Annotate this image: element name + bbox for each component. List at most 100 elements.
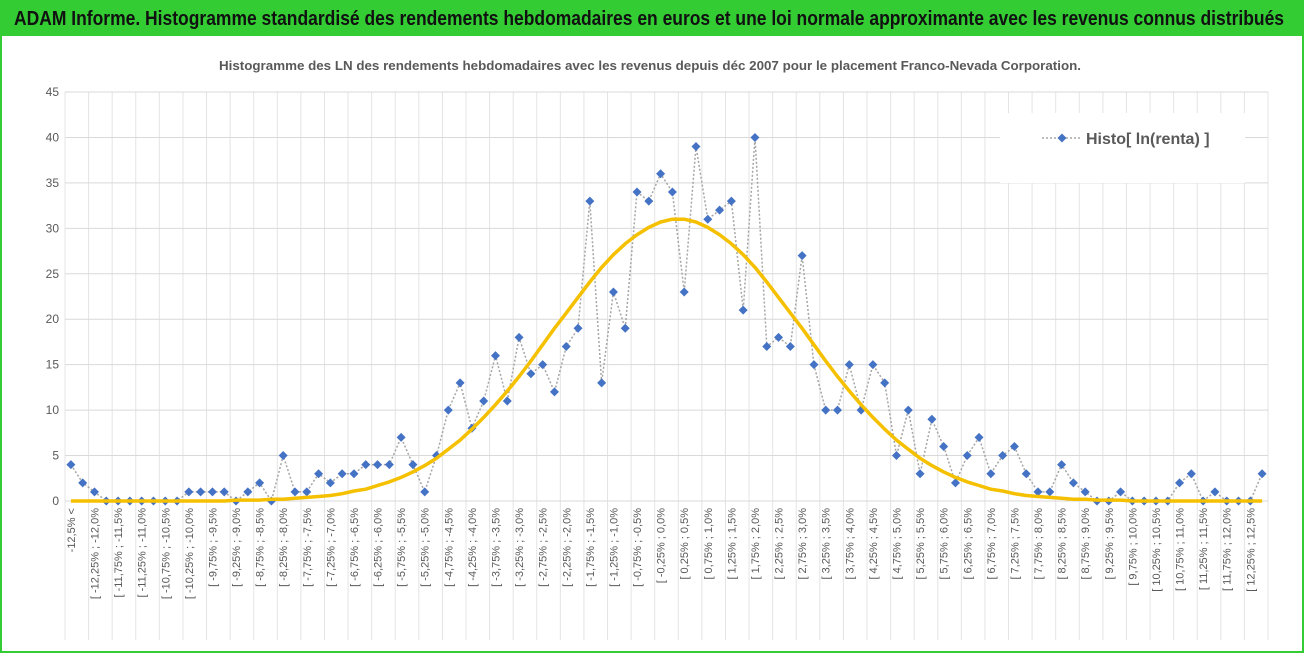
data-point [384, 460, 394, 470]
x-tick-label: [ -4,25% ; -4,0% [467, 508, 479, 587]
x-tick-label: [ -5,75% ; -5,5% [396, 508, 408, 587]
data-point [726, 196, 736, 206]
x-tick-label: [ 8,75% ; 9,0% [1080, 508, 1092, 580]
data-point [66, 460, 76, 470]
normal-curve [70, 217, 1263, 503]
data-point [891, 451, 901, 461]
data-point [408, 460, 418, 470]
x-tick-label: [ 1,75% ; 2,0% [750, 508, 762, 580]
x-tick-label: [ -10,25% ; -10,0% [184, 508, 196, 599]
data-point [573, 323, 583, 333]
x-tick-label: [ -10,75% ; -10,5% [160, 508, 172, 599]
y-tick-label: 10 [46, 403, 60, 417]
y-tick-label: 20 [46, 312, 60, 326]
x-tick-label: [ 10,75% ; 11,0% [1175, 508, 1187, 591]
x-tick-label: [ 2,25% ; 2,5% [774, 508, 786, 580]
data-point [1057, 460, 1067, 470]
x-tick-label: [ -11,25% ; -11,0% [137, 508, 149, 598]
data-point [986, 469, 996, 479]
x-tick-label: [ -8,25% ; -8,0% [278, 508, 290, 587]
data-point [526, 369, 536, 379]
data-point [1186, 469, 1196, 479]
data-point [455, 378, 465, 388]
data-point [1021, 469, 1031, 479]
data-point [479, 396, 489, 406]
legend-marker [1057, 133, 1067, 143]
x-tick-label: [ -12,25% ; -12,0% [89, 508, 101, 599]
data-point [880, 378, 890, 388]
data-point [608, 287, 618, 297]
x-tick-label: [ 6,25% ; 6,5% [962, 508, 974, 580]
x-tick-label: [ -9,75% ; -9,5% [207, 508, 219, 587]
data-point [597, 378, 607, 388]
data-point [1045, 487, 1055, 497]
x-tick-label: [ -2,25% ; -2,0% [561, 508, 573, 587]
x-tick-label: -12,5% < [66, 508, 78, 552]
data-point [691, 142, 701, 152]
data-point [809, 360, 819, 370]
data-point [1009, 441, 1019, 451]
data-point [396, 432, 406, 442]
x-tick-label: [ -5,25% ; -5,0% [420, 508, 432, 587]
data-point [927, 414, 937, 424]
x-tick-label: [ -3,25% ; -3,0% [514, 508, 526, 587]
x-tick-label: [ 4,75% ; 5,0% [891, 508, 903, 580]
data-point [762, 341, 772, 351]
data-point [656, 169, 666, 179]
y-tick-label: 40 [46, 130, 60, 144]
data-point [785, 341, 795, 351]
data-point [219, 487, 229, 497]
data-point [549, 387, 559, 397]
data-point [196, 487, 206, 497]
data-point [962, 451, 972, 461]
data-point [443, 405, 453, 415]
data-point [974, 432, 984, 442]
data-point [349, 469, 359, 479]
data-point [797, 251, 807, 261]
y-tick-label: 15 [46, 358, 60, 372]
data-point [915, 469, 925, 479]
data-point [207, 487, 217, 497]
x-tick-label: [ 6,75% ; 7,0% [986, 508, 998, 580]
data-point [502, 396, 512, 406]
y-tick-label: 5 [52, 449, 59, 463]
y-tick-label: 35 [46, 176, 60, 190]
x-tick-label: [ 11,75% ; 12,0% [1222, 508, 1234, 591]
data-point [361, 460, 371, 470]
data-point [1116, 487, 1126, 497]
x-tick-label: [ 3,75% ; 4,0% [844, 508, 856, 580]
x-tick-label: [ 0,75% ; 1,0% [703, 508, 715, 580]
data-point [632, 187, 642, 197]
data-point [1257, 469, 1267, 479]
header-bar [2, 2, 1302, 36]
x-tick-label: [ -1,75% ; -1,5% [585, 508, 597, 587]
data-point [620, 323, 630, 333]
data-point [715, 205, 725, 215]
data-point [1068, 478, 1078, 488]
x-tick-label: [ 1,25% ; 1,5% [726, 508, 738, 580]
legend-label: Histo[ ln(renta) ] [1086, 131, 1210, 148]
header: ADAM Informe. Histogramme standardisé de… [14, 8, 1284, 30]
y-tick-label: 25 [46, 267, 60, 281]
x-tick-label: [ 3,25% ; 3,5% [821, 508, 833, 580]
x-tick-label: [ 4,25% ; 4,5% [868, 508, 880, 580]
data-point [644, 196, 654, 206]
x-tick-label: [ 5,75% ; 6,0% [939, 508, 951, 580]
x-tick-label: [ 9,25% ; 9,5% [1104, 508, 1116, 580]
x-tick-label: [ 9,75% ; 10,0% [1127, 508, 1139, 586]
data-point [490, 351, 500, 361]
x-tick-label: [ -9,25% ; -9,0% [231, 508, 243, 587]
data-point [679, 287, 689, 297]
x-tick-label: [ -0,25% ; 0,0% [656, 508, 668, 583]
x-tick-label: [ -2,75% ; -2,5% [538, 508, 550, 587]
data-point [184, 487, 194, 497]
data-point [998, 451, 1008, 461]
legend-box [1000, 113, 1245, 183]
data-point [255, 478, 265, 488]
x-tick-label: [ -1,25% ; -1,0% [608, 508, 620, 587]
x-tick-label: [ -4,75% ; -4,5% [443, 508, 455, 587]
x-tick-label: [ 12,25% ; 12,5% [1245, 508, 1257, 592]
x-tick-label: [ 10,25% ; 10,5% [1151, 508, 1163, 592]
data-point [1210, 487, 1220, 497]
